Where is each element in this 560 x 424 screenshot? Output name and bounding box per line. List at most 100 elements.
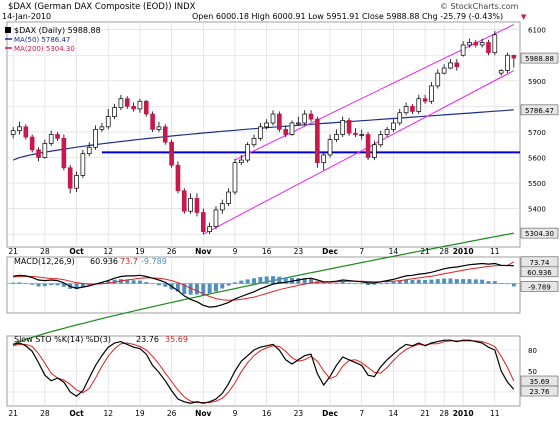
macd-histogram-bar bbox=[511, 283, 516, 287]
x-tick-label: 9 bbox=[233, 247, 238, 256]
macd-histogram-bar bbox=[461, 279, 466, 284]
x-tick-label: 2010 bbox=[453, 409, 474, 418]
x-tick-label: 14 bbox=[389, 247, 399, 256]
candle-up bbox=[80, 153, 86, 176]
y-tick-label: 5700 bbox=[528, 129, 546, 137]
candle-up bbox=[296, 122, 301, 125]
candle-down bbox=[169, 141, 174, 166]
candle-up bbox=[118, 98, 124, 109]
candle-up bbox=[334, 134, 339, 140]
macd-histogram-bar bbox=[144, 282, 149, 284]
macd-histogram-bar bbox=[150, 283, 155, 285]
y-tick-label: 5600 bbox=[528, 155, 546, 163]
macd-histogram-bar bbox=[125, 279, 130, 284]
candle-up bbox=[99, 126, 105, 130]
macd-histogram-bar bbox=[467, 279, 472, 284]
candle-down bbox=[315, 118, 320, 163]
candle-up bbox=[42, 143, 48, 158]
candle-up bbox=[359, 134, 365, 136]
x-tick-label: 28 bbox=[40, 409, 50, 418]
macd-histogram-bar bbox=[359, 283, 364, 285]
candle-down bbox=[194, 198, 200, 213]
macd-histogram-bar bbox=[283, 277, 288, 284]
macd-histogram-bar bbox=[480, 279, 485, 284]
x-tick-label: 19 bbox=[135, 247, 145, 256]
macd-histogram-bar bbox=[404, 279, 409, 284]
legend-macd-v1: 60.936 bbox=[90, 257, 118, 266]
macd-histogram-bar bbox=[473, 279, 478, 284]
candle-up bbox=[93, 129, 98, 148]
candle-down bbox=[162, 126, 168, 143]
macd-histogram-bar bbox=[397, 280, 402, 284]
x-tick-label: 26 bbox=[167, 247, 177, 256]
candle-up bbox=[258, 126, 263, 139]
macd-histogram-bar bbox=[11, 282, 16, 284]
chart-date: 14-Jan-2010 bbox=[2, 12, 51, 21]
x-tick-label: 21 bbox=[420, 247, 430, 256]
stoch-k-line bbox=[13, 339, 515, 404]
candle-up bbox=[213, 209, 219, 227]
macd-histogram-bar bbox=[435, 279, 440, 284]
price-tag: 5988.88 bbox=[525, 55, 554, 63]
candle-up bbox=[156, 126, 162, 130]
candle-up bbox=[48, 134, 54, 144]
x-tick-label: 7 bbox=[359, 247, 364, 256]
candle-down bbox=[308, 113, 314, 120]
candle-up bbox=[232, 162, 238, 193]
macd-histogram-bar bbox=[391, 281, 396, 284]
candle-down bbox=[175, 164, 181, 192]
macd-histogram-bar bbox=[182, 283, 187, 295]
price-tag: 5786.47 bbox=[525, 107, 554, 115]
macd-histogram-bar bbox=[137, 280, 142, 284]
macd-histogram-bar bbox=[80, 283, 85, 288]
macd-histogram-bar bbox=[328, 283, 333, 284]
macd-histogram-bar bbox=[448, 278, 453, 284]
trend-channel-line bbox=[234, 24, 515, 161]
macd-histogram-bar bbox=[131, 280, 136, 284]
candle-up bbox=[74, 175, 79, 189]
candle-up bbox=[289, 122, 295, 135]
x-tick-label: 23 bbox=[294, 409, 304, 418]
macd-tag-box bbox=[520, 266, 559, 278]
candle-down bbox=[473, 42, 479, 46]
macd-histogram-bar bbox=[416, 279, 421, 284]
macd-histogram-bar bbox=[321, 282, 326, 284]
macd-histogram-bar bbox=[49, 283, 54, 285]
quote-summary: Open 6000.18 High 6000.91 Low 5951.91 Cl… bbox=[192, 12, 503, 21]
macd-histogram-bar bbox=[410, 279, 415, 284]
macd-histogram-bar bbox=[17, 282, 22, 284]
candle-down bbox=[486, 42, 491, 54]
macd-histogram-bar bbox=[366, 283, 371, 285]
macd-histogram-bar bbox=[258, 277, 263, 284]
candle-down bbox=[67, 167, 73, 189]
x-tick-label: 7 bbox=[359, 409, 364, 418]
price-tag-box bbox=[520, 52, 559, 64]
legend-stoch-prefix: Slow STO %K(14) %D(3) bbox=[14, 335, 111, 344]
stoch-tag: 35.69 bbox=[529, 378, 549, 386]
candle-up bbox=[479, 42, 485, 46]
macd-histogram-bar bbox=[214, 283, 218, 292]
macd-histogram-bar bbox=[55, 283, 60, 286]
x-tick-label: 28 bbox=[439, 409, 449, 418]
macd-histogram-bar bbox=[378, 283, 383, 285]
x-tick-label: 9 bbox=[233, 409, 238, 418]
x-tick-label: 21 bbox=[8, 247, 18, 256]
x-tick-label: 11 bbox=[490, 247, 500, 256]
candle-down bbox=[143, 100, 149, 115]
macd-histogram-bar bbox=[23, 283, 28, 284]
candle-up bbox=[505, 54, 510, 71]
macd-histogram-bar bbox=[442, 278, 447, 284]
macd-histogram-bar bbox=[423, 279, 428, 284]
stoch-y-tick-label: 50 bbox=[528, 368, 537, 376]
source-credit: © StockCharts.com bbox=[440, 2, 519, 11]
candle-down bbox=[346, 120, 352, 134]
macd-histogram-bar bbox=[505, 283, 510, 285]
macd-histogram-bar bbox=[245, 279, 250, 284]
candle-up bbox=[86, 146, 92, 155]
legend-ma50: MA(50) 5786.47 bbox=[14, 36, 70, 44]
macd-line bbox=[13, 262, 514, 308]
price-tag: 5304.30 bbox=[525, 230, 554, 238]
candle-up bbox=[112, 107, 117, 117]
macd-histogram-bar bbox=[499, 283, 504, 284]
